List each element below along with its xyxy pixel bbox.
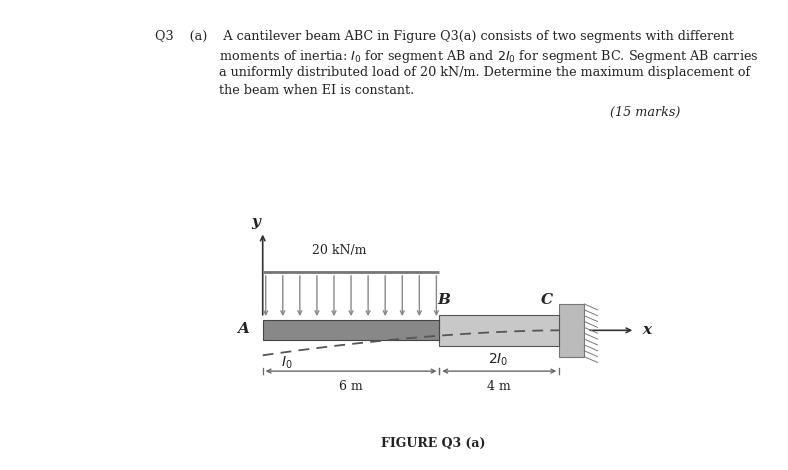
Text: (15 marks): (15 marks) xyxy=(610,106,680,119)
Bar xyxy=(262,321,440,340)
Bar xyxy=(440,314,559,346)
Text: $2I_0$: $2I_0$ xyxy=(488,352,508,368)
Text: A: A xyxy=(238,322,250,336)
Bar xyxy=(559,304,585,357)
Text: C: C xyxy=(541,293,553,306)
Text: a uniformly distributed load of 20 kN/m. Determine the maximum displacement of: a uniformly distributed load of 20 kN/m.… xyxy=(155,66,750,79)
Text: x: x xyxy=(642,323,652,337)
Text: the beam when EI is constant.: the beam when EI is constant. xyxy=(155,84,414,97)
Text: Q3    (a)    A cantilever beam ABC in Figure Q3(a) consists of two segments with: Q3 (a) A cantilever beam ABC in Figure Q… xyxy=(155,30,734,43)
Text: y: y xyxy=(251,215,260,229)
Text: $I_0$: $I_0$ xyxy=(281,355,292,371)
Text: 20 kN/m: 20 kN/m xyxy=(312,244,366,257)
Text: B: B xyxy=(438,293,451,306)
Text: moments of inertia: $I_0$ for segment AB and $2I_0$ for segment BC. Segment AB c: moments of inertia: $I_0$ for segment AB… xyxy=(155,48,759,65)
Text: FIGURE Q3 (a): FIGURE Q3 (a) xyxy=(381,437,485,450)
Text: 4 m: 4 m xyxy=(488,380,511,393)
Text: 6 m: 6 m xyxy=(339,380,363,393)
